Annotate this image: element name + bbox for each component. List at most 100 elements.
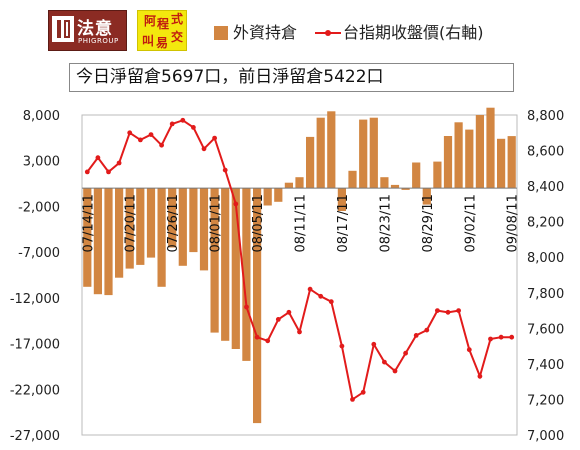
price-point: [339, 343, 345, 349]
price-point: [265, 338, 271, 344]
price-point: [275, 317, 281, 322]
bar: [422, 188, 431, 205]
price-point: [318, 293, 324, 299]
bar: [443, 136, 453, 189]
price-point: [116, 160, 122, 166]
right-axis-tick-label: 8,600: [527, 145, 564, 160]
bar: [125, 188, 134, 269]
bar: [189, 188, 198, 253]
price-point: [254, 334, 260, 340]
x-axis-tick-label: 07/14/11: [81, 194, 96, 252]
bar: [93, 188, 102, 295]
bar: [369, 117, 378, 189]
bar: [284, 182, 293, 189]
price-point: [201, 146, 207, 152]
stamp-char: 叫: [142, 34, 155, 48]
bar: [178, 188, 187, 266]
bar: [380, 177, 389, 189]
bar: [199, 188, 209, 271]
price-point: [286, 309, 292, 315]
stamp-char: 交: [171, 30, 184, 44]
bar-series-swatch-icon: [214, 26, 228, 40]
x-axis-tick-label: 08/01/11: [209, 194, 224, 252]
price-point: [350, 397, 355, 402]
price-point: [371, 341, 377, 347]
x-axis-tick-label: 08/23/11: [378, 194, 393, 252]
bar: [475, 115, 484, 189]
bar: [486, 107, 495, 189]
x-axis-tick-label: 08/11/11: [294, 194, 309, 252]
price-point: [222, 167, 228, 173]
stamp-char: 阿: [144, 14, 157, 28]
right-axis-tick-label: 8,800: [527, 109, 564, 124]
bar: [146, 188, 156, 258]
x-axis-tick-label: 07/26/11: [166, 194, 181, 252]
logo-brand-subtext: PHIGROUP: [78, 37, 119, 45]
bar: [157, 188, 166, 287]
price-point: [456, 308, 461, 313]
price-point: [445, 309, 451, 315]
price-point: [138, 137, 143, 143]
price-point: [403, 350, 408, 356]
price-point: [382, 359, 387, 365]
bar: [390, 184, 400, 189]
left-axis-tick-label: -12,000: [10, 292, 60, 307]
bar: [263, 188, 272, 206]
price-point: [244, 304, 249, 310]
left-axis-tick-label: 3,000: [23, 155, 60, 170]
plot-area: [81, 114, 518, 436]
bar: [242, 188, 251, 361]
right-axis-tick-label: 7,200: [527, 393, 564, 408]
bar: [507, 136, 516, 189]
price-point: [297, 329, 302, 335]
bar: [168, 188, 177, 248]
left-axis-tick-label: 8,000: [23, 109, 60, 124]
line-series-key-icon: [315, 26, 342, 40]
bar: [454, 122, 463, 189]
left-axis-tick-label: -22,000: [10, 383, 60, 398]
bar: [104, 188, 113, 296]
net-position-banner: 今日淨留倉5697口，前日淨留倉5422口: [69, 63, 514, 92]
legend-line-series-label: 台指期收盤價(右軸): [343, 23, 484, 42]
bar: [136, 188, 145, 265]
bar: [316, 117, 325, 189]
price-point: [212, 135, 218, 141]
program-trading-stamp-logo: 阿 叫 程 易 式 交: [137, 10, 187, 51]
price-point: [466, 347, 472, 353]
price-point: [360, 389, 366, 395]
x-axis-tick-label: 08/29/11: [421, 194, 436, 252]
price-point: [233, 201, 239, 207]
bar: [221, 188, 230, 341]
bar: [497, 138, 506, 189]
price-point: [477, 373, 483, 379]
bar: [295, 177, 304, 189]
price-point: [509, 334, 515, 340]
left-axis-tick-label: -7,000: [18, 246, 60, 261]
price-point: [392, 368, 398, 374]
price-point: [435, 308, 440, 313]
stamp-char: 易: [156, 36, 169, 50]
stamp-char: 式: [171, 12, 184, 26]
bar: [115, 188, 124, 278]
bar: [348, 170, 357, 189]
bar: [337, 188, 346, 211]
left-axis-tick-label: -2,000: [18, 200, 60, 215]
bar: [359, 119, 368, 189]
right-axis-tick-label: 8,000: [527, 251, 564, 266]
bar: [83, 188, 92, 287]
right-axis-tick-label: 7,800: [527, 287, 564, 302]
right-axis-tick-label: 7,400: [527, 358, 564, 373]
bar: [412, 162, 421, 189]
price-point: [95, 155, 101, 161]
right-axis-tick-label: 7,000: [527, 429, 564, 444]
price-point: [84, 169, 90, 175]
left-axis-tick-label: -27,000: [10, 429, 60, 444]
price-point: [328, 299, 334, 305]
x-axis-tick-label: 08/05/11: [251, 194, 266, 252]
bar: [253, 188, 262, 424]
bar: [465, 129, 474, 189]
price-point: [148, 132, 154, 138]
price-point: [159, 142, 165, 148]
legend-bar-series-label: 外資持倉: [233, 23, 298, 42]
